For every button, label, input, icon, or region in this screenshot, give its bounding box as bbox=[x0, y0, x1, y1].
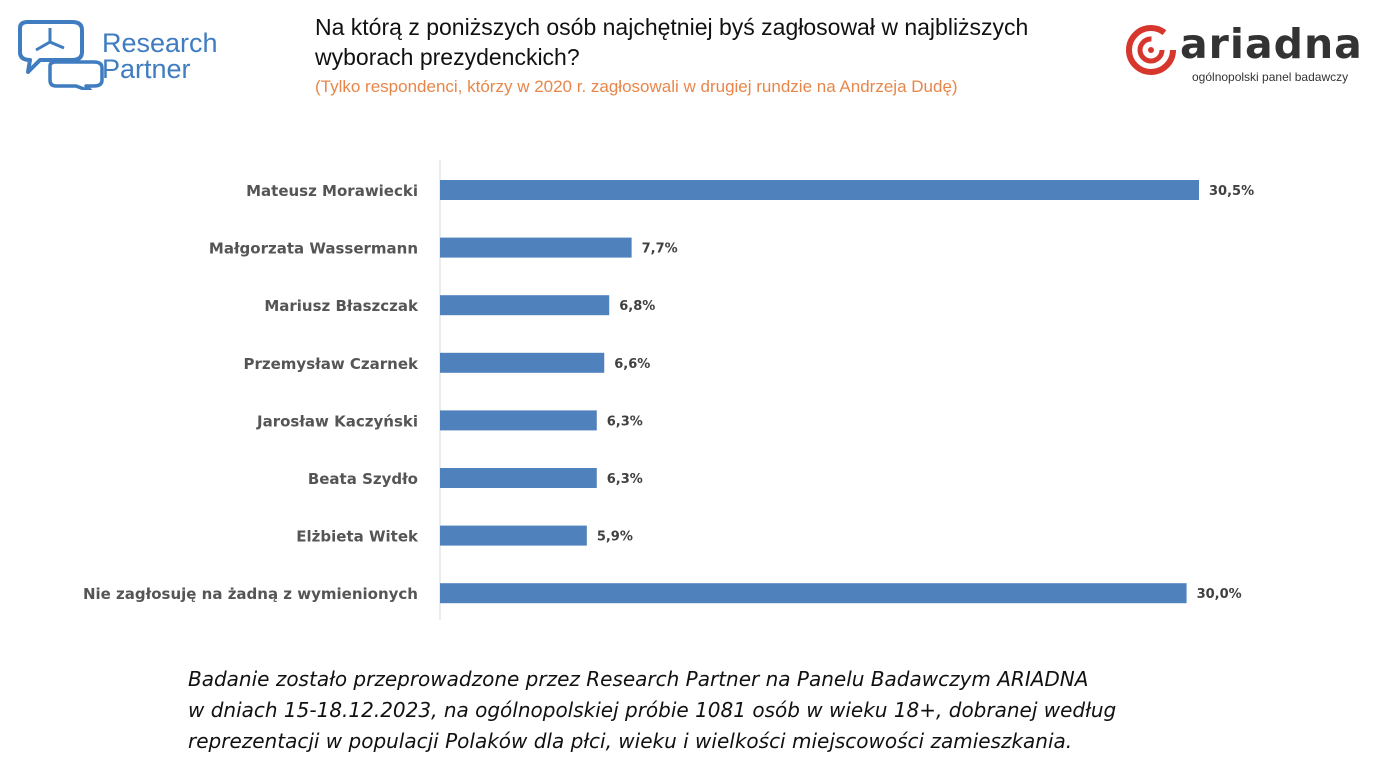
logo-line-research: Research bbox=[102, 28, 218, 58]
bar bbox=[440, 525, 587, 546]
bar bbox=[440, 583, 1187, 604]
bar-chart: Mateusz Morawiecki 30,5% Małgorzata Wasser… bbox=[83, 160, 1254, 620]
ariadna-spiral-icon bbox=[1126, 25, 1176, 75]
bar bbox=[440, 410, 597, 431]
category-label: Przemysław Czarnek bbox=[244, 355, 420, 373]
ariadna-tagline: ogólnopolski panel badawczy bbox=[1192, 70, 1349, 84]
value-label: 30,5% bbox=[1209, 184, 1254, 199]
logo-line-partner: Partner bbox=[102, 54, 191, 84]
chart-title: Na którą z poniższych osób najchętniej b… bbox=[315, 12, 1105, 72]
category-label: Jarosław Kaczyński bbox=[256, 412, 418, 430]
bar bbox=[440, 180, 1200, 200]
bar bbox=[440, 352, 605, 373]
methodology-line-3: reprezentacji w populacji Polaków dla pł… bbox=[188, 729, 1073, 753]
methodology-note: Badanie zostało przeprowadzone przez Res… bbox=[188, 664, 1338, 757]
chat-bubbles-icon bbox=[18, 20, 104, 90]
category-label: Małgorzata Wassermann bbox=[209, 240, 418, 258]
value-label: 6,6% bbox=[614, 357, 650, 372]
chart-subtitle: (Tylko respondenci, którzy w 2020 r. zag… bbox=[315, 77, 958, 96]
bar bbox=[440, 295, 610, 316]
value-label: 6,8% bbox=[619, 299, 655, 314]
category-label: Beata Szydło bbox=[308, 470, 418, 488]
value-label: 7,7% bbox=[642, 242, 678, 257]
value-label: 6,3% bbox=[607, 414, 643, 429]
category-label: Mateusz Morawiecki bbox=[246, 182, 418, 200]
value-label: 6,3% bbox=[607, 472, 643, 487]
chart-title-line-1: Na którą z poniższych osób najchętniej b… bbox=[315, 14, 1029, 40]
category-label: Nie zagłosuję na żadną z wymienionych bbox=[83, 585, 418, 603]
value-label: 5,9% bbox=[597, 530, 633, 545]
bars-group: Mateusz Morawiecki 30,5% Małgorzata Wasser… bbox=[83, 180, 1254, 604]
ariadna-wordmark: ariadna bbox=[1180, 20, 1363, 68]
category-label: Mariusz Błaszczak bbox=[264, 297, 419, 315]
methodology-line-1: Badanie zostało przeprowadzone przez Res… bbox=[188, 667, 1089, 691]
value-label: 30,0% bbox=[1197, 587, 1242, 602]
bar bbox=[440, 237, 632, 258]
chart-title-line-2: wyborach prezydenckich? bbox=[315, 44, 580, 70]
methodology-line-2: w dniach 15-18.12.2023, na ogólnopolskie… bbox=[188, 698, 1117, 722]
bar bbox=[440, 468, 597, 488]
category-label: Elżbieta Witek bbox=[296, 528, 419, 546]
